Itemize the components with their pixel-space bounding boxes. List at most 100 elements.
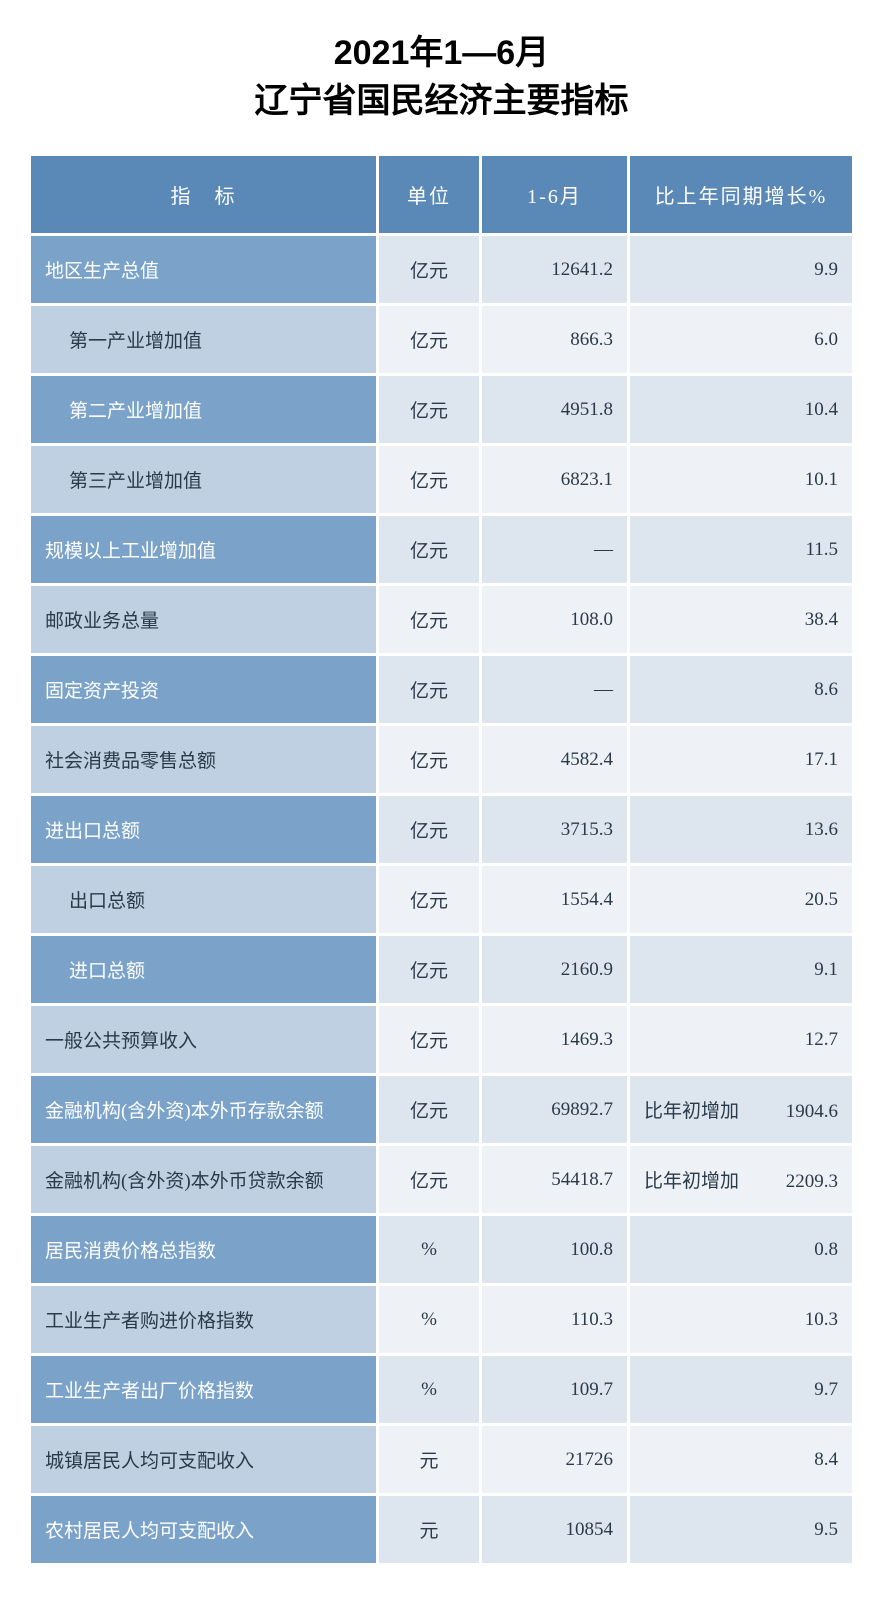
cell-unit: 亿元 xyxy=(379,726,479,793)
growth-value: 1904.6 xyxy=(739,1101,838,1123)
cell-value: 6823.1 xyxy=(482,446,627,513)
cell-growth: 17.1 xyxy=(630,726,852,793)
cell-value: 10854 xyxy=(482,1496,627,1563)
table-row: 城镇居民人均可支配收入元217268.4 xyxy=(31,1426,852,1493)
header-value: 1-6月 xyxy=(482,156,627,233)
cell-growth: 8.6 xyxy=(630,656,852,723)
cell-value: 2160.9 xyxy=(482,936,627,1003)
cell-value: 866.3 xyxy=(482,306,627,373)
cell-indicator: 一般公共预算收入 xyxy=(31,1006,376,1073)
cell-growth: 11.5 xyxy=(630,516,852,583)
cell-growth: 9.9 xyxy=(630,236,852,303)
cell-growth: 9.5 xyxy=(630,1496,852,1563)
table-row: 金融机构(含外资)本外币存款余额亿元69892.7比年初增加1904.6 xyxy=(31,1076,852,1143)
table-row: 第一产业增加值亿元866.36.0 xyxy=(31,306,852,373)
cell-value: — xyxy=(482,656,627,723)
cell-unit: % xyxy=(379,1286,479,1353)
cell-value: 69892.7 xyxy=(482,1076,627,1143)
cell-growth: 10.3 xyxy=(630,1286,852,1353)
indicator-label: 进口总额 xyxy=(45,956,145,983)
cell-unit: 亿元 xyxy=(379,656,479,723)
header-unit: 单位 xyxy=(379,156,479,233)
cell-unit: % xyxy=(379,1216,479,1283)
cell-indicator: 第一产业增加值 xyxy=(31,306,376,373)
cell-growth: 10.4 xyxy=(630,376,852,443)
table-row: 第二产业增加值 亿元4951.810.4 xyxy=(31,376,852,443)
cell-indicator: 第三产业增加值 xyxy=(31,446,376,513)
title-line-2: 辽宁省国民经济主要指标 xyxy=(28,78,855,126)
table-row: 出口总额亿元1554.420.5 xyxy=(31,866,852,933)
table-row: 金融机构(含外资)本外币贷款余额亿元54418.7比年初增加2209.3 xyxy=(31,1146,852,1213)
cell-growth: 13.6 xyxy=(630,796,852,863)
cell-unit: 亿元 xyxy=(379,376,479,443)
cell-unit: 亿元 xyxy=(379,1146,479,1213)
cell-indicator: 居民消费价格总指数 xyxy=(31,1216,376,1283)
cell-indicator: 工业生产者购进价格指数 xyxy=(31,1286,376,1353)
table-body: 地区生产总值亿元12641.29.9第一产业增加值亿元866.36.0第二产业增… xyxy=(31,236,852,1563)
table-header-row: 指 标 单位 1-6月 比上年同期增长% xyxy=(31,156,852,233)
table-row: 进出口总额亿元3715.313.6 xyxy=(31,796,852,863)
indicator-label: 第一产业增加值 xyxy=(45,326,202,353)
growth-prefix: 比年初增加 xyxy=(644,1096,739,1123)
cell-indicator: 固定资产投资 xyxy=(31,656,376,723)
cell-unit: 元 xyxy=(379,1426,479,1493)
cell-growth: 10.1 xyxy=(630,446,852,513)
cell-growth: 6.0 xyxy=(630,306,852,373)
cell-value: 54418.7 xyxy=(482,1146,627,1213)
cell-indicator: 农村居民人均可支配收入 xyxy=(31,1496,376,1563)
table-row: 社会消费品零售总额亿元4582.417.1 xyxy=(31,726,852,793)
cell-value: 12641.2 xyxy=(482,236,627,303)
table-row: 邮政业务总量亿元108.038.4 xyxy=(31,586,852,653)
cell-value: 108.0 xyxy=(482,586,627,653)
cell-unit: 亿元 xyxy=(379,236,479,303)
cell-indicator: 第二产业增加值 xyxy=(31,376,376,443)
cell-unit: 亿元 xyxy=(379,446,479,513)
table-row: 进口总额亿元2160.99.1 xyxy=(31,936,852,1003)
cell-growth: 20.5 xyxy=(630,866,852,933)
table-row: 农村居民人均可支配收入元108549.5 xyxy=(31,1496,852,1563)
page-title: 2021年1—6月 辽宁省国民经济主要指标 xyxy=(28,30,855,125)
cell-unit: 亿元 xyxy=(379,866,479,933)
cell-indicator: 工业生产者出厂价格指数 xyxy=(31,1356,376,1423)
cell-unit: 亿元 xyxy=(379,516,479,583)
growth-value: 2209.3 xyxy=(739,1171,838,1193)
cell-indicator: 地区生产总值 xyxy=(31,236,376,303)
cell-growth: 12.7 xyxy=(630,1006,852,1073)
table-row: 地区生产总值亿元12641.29.9 xyxy=(31,236,852,303)
indicator-label: 第二产业增加值 xyxy=(45,396,202,423)
cell-indicator: 邮政业务总量 xyxy=(31,586,376,653)
cell-value: 100.8 xyxy=(482,1216,627,1283)
cell-value: — xyxy=(482,516,627,583)
cell-growth: 0.8 xyxy=(630,1216,852,1283)
cell-indicator: 社会消费品零售总额 xyxy=(31,726,376,793)
cell-unit: 亿元 xyxy=(379,796,479,863)
cell-value: 109.7 xyxy=(482,1356,627,1423)
cell-indicator: 金融机构(含外资)本外币存款余额 xyxy=(31,1076,376,1143)
cell-value: 110.3 xyxy=(482,1286,627,1353)
cell-indicator: 进出口总额 xyxy=(31,796,376,863)
cell-unit: % xyxy=(379,1356,479,1423)
cell-growth: 9.7 xyxy=(630,1356,852,1423)
cell-unit: 亿元 xyxy=(379,1006,479,1073)
table-row: 规模以上工业增加值亿元—11.5 xyxy=(31,516,852,583)
indicators-table: 指 标 单位 1-6月 比上年同期增长% 地区生产总值亿元12641.29.9第… xyxy=(28,153,855,1566)
cell-growth: 比年初增加2209.3 xyxy=(630,1146,852,1213)
table-row: 一般公共预算收入亿元1469.312.7 xyxy=(31,1006,852,1073)
cell-growth: 比年初增加1904.6 xyxy=(630,1076,852,1143)
cell-value: 3715.3 xyxy=(482,796,627,863)
indicator-label: 第三产业增加值 xyxy=(45,466,202,493)
cell-indicator: 规模以上工业增加值 xyxy=(31,516,376,583)
header-indicator: 指 标 xyxy=(31,156,376,233)
cell-growth: 8.4 xyxy=(630,1426,852,1493)
cell-value: 4582.4 xyxy=(482,726,627,793)
cell-value: 4951.8 xyxy=(482,376,627,443)
table-row: 居民消费价格总指数%100.80.8 xyxy=(31,1216,852,1283)
cell-unit: 亿元 xyxy=(379,1076,479,1143)
table-row: 工业生产者购进价格指数%110.310.3 xyxy=(31,1286,852,1353)
cell-indicator: 城镇居民人均可支配收入 xyxy=(31,1426,376,1493)
table-row: 固定资产投资亿元—8.6 xyxy=(31,656,852,723)
title-line-1: 2021年1—6月 xyxy=(28,30,855,78)
table-row: 工业生产者出厂价格指数%109.79.7 xyxy=(31,1356,852,1423)
table-row: 第三产业增加值 亿元6823.110.1 xyxy=(31,446,852,513)
cell-value: 21726 xyxy=(482,1426,627,1493)
